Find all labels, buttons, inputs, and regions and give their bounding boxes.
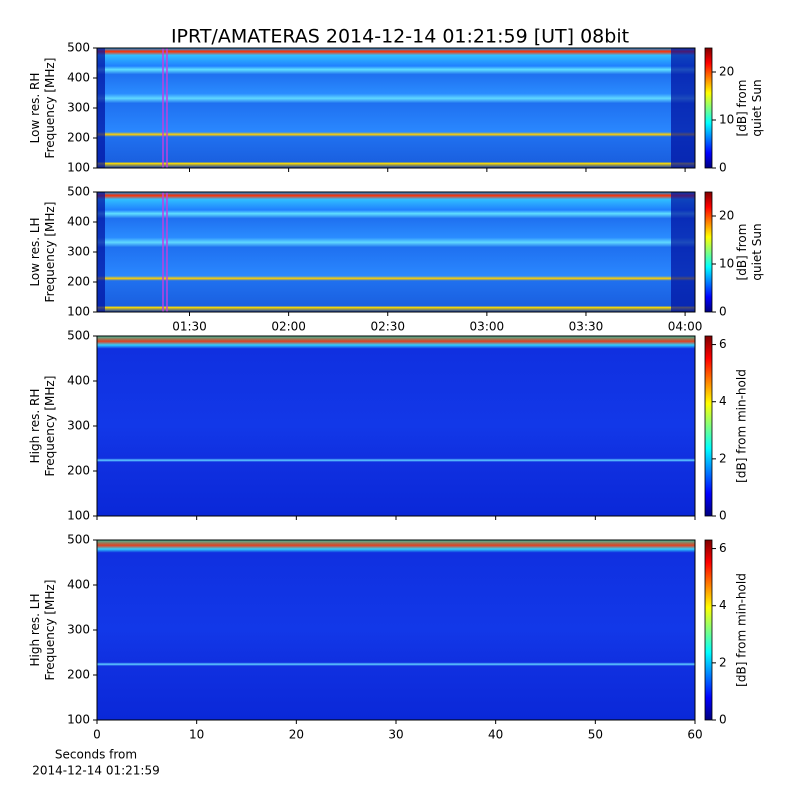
colorbar-tick-label: 6	[719, 541, 727, 555]
colorbar-tick-label: 2	[719, 451, 727, 465]
y-tick-label: 100	[67, 509, 90, 523]
x-tick-label: 02:30	[370, 320, 405, 334]
x-tick-label: 20	[289, 728, 304, 742]
x-tick-label: 02:00	[271, 320, 306, 334]
colorbar-tick-label: 6	[719, 337, 727, 351]
y-tick-label: 200	[67, 275, 90, 289]
y-tick-label: 300	[67, 623, 90, 637]
y-axis-label: Low res. RH	[28, 73, 42, 144]
colorbar-tick-label: 0	[719, 713, 727, 727]
colorbar-tick-label: 4	[719, 394, 727, 408]
x-tick-label: 0	[93, 728, 101, 742]
colorbar-label: [dB] from	[735, 224, 749, 281]
colorbar-tick-label: 10	[719, 257, 734, 271]
x-tick-label: 30	[388, 728, 403, 742]
x-tick-label: 50	[588, 728, 603, 742]
y-tick-label: 400	[67, 71, 90, 85]
y-axis-label: Frequency [MHz]	[43, 58, 57, 159]
y-tick-label: 100	[67, 713, 90, 727]
edge-band	[671, 48, 695, 168]
colorbar-tick-label: 20	[719, 209, 734, 223]
edge-band	[97, 192, 105, 312]
y-axis-label: Frequency [MHz]	[43, 376, 57, 477]
y-tick-label: 100	[67, 161, 90, 175]
y-tick-label: 500	[67, 41, 90, 55]
spectrogram	[97, 192, 695, 312]
y-tick-label: 300	[67, 101, 90, 115]
y-tick-label: 500	[67, 533, 90, 547]
colorbar-tick-label: 20	[719, 65, 734, 79]
y-tick-label: 400	[67, 374, 90, 388]
x-tick-label: 10	[189, 728, 204, 742]
x-axis-label: 2014-12-14 01:21:59	[32, 764, 159, 778]
colorbar-label: quiet Sun	[750, 223, 764, 280]
y-tick-label: 100	[67, 305, 90, 319]
colorbar-tick-label: 0	[719, 509, 727, 523]
y-tick-label: 400	[67, 215, 90, 229]
x-tick-label: 40	[488, 728, 503, 742]
colorbar-label: [dB] from min-hold	[735, 369, 749, 483]
y-tick-label: 300	[67, 245, 90, 259]
y-axis-label: Frequency [MHz]	[43, 202, 57, 303]
colorbar	[704, 47, 713, 169]
x-tick-label: 03:30	[569, 320, 604, 334]
y-axis-label: Frequency [MHz]	[43, 580, 57, 681]
y-tick-label: 400	[67, 578, 90, 592]
edge-band	[671, 192, 695, 312]
chart-title: IPRT/AMATERAS 2014-12-14 01:21:59 [UT] 0…	[171, 26, 629, 48]
colorbar-label: [dB] from min-hold	[735, 573, 749, 687]
colorbar-tick-label: 2	[719, 655, 727, 669]
y-axis-label: High res. RH	[28, 389, 42, 464]
colorbar-tick-label: 0	[719, 305, 727, 319]
x-tick-label: 01:30	[172, 320, 207, 334]
colorbar	[704, 191, 713, 313]
spectrogram	[97, 48, 695, 168]
colorbar-label: quiet Sun	[750, 79, 764, 136]
spectrogram	[97, 540, 695, 720]
y-tick-label: 500	[67, 329, 90, 343]
edge-band	[97, 48, 105, 168]
y-tick-label: 200	[67, 464, 90, 478]
colorbar	[704, 539, 713, 721]
spectrogram	[97, 336, 695, 516]
colorbar	[704, 335, 713, 517]
colorbar-label: [dB] from	[735, 80, 749, 137]
y-axis-label: Low res. LH	[28, 217, 42, 286]
x-tick-label: 60	[687, 728, 702, 742]
colorbar-tick-label: 0	[719, 161, 727, 175]
colorbar-tick-label: 10	[719, 113, 734, 127]
y-tick-label: 300	[67, 419, 90, 433]
y-tick-label: 500	[67, 185, 90, 199]
x-axis-label: Seconds from	[55, 748, 137, 762]
y-tick-label: 200	[67, 668, 90, 682]
colorbar-tick-label: 4	[719, 598, 727, 612]
y-tick-label: 200	[67, 131, 90, 145]
x-tick-label: 04:00	[668, 320, 703, 334]
x-tick-label: 03:00	[470, 320, 505, 334]
y-axis-label: High res. LH	[28, 593, 42, 666]
